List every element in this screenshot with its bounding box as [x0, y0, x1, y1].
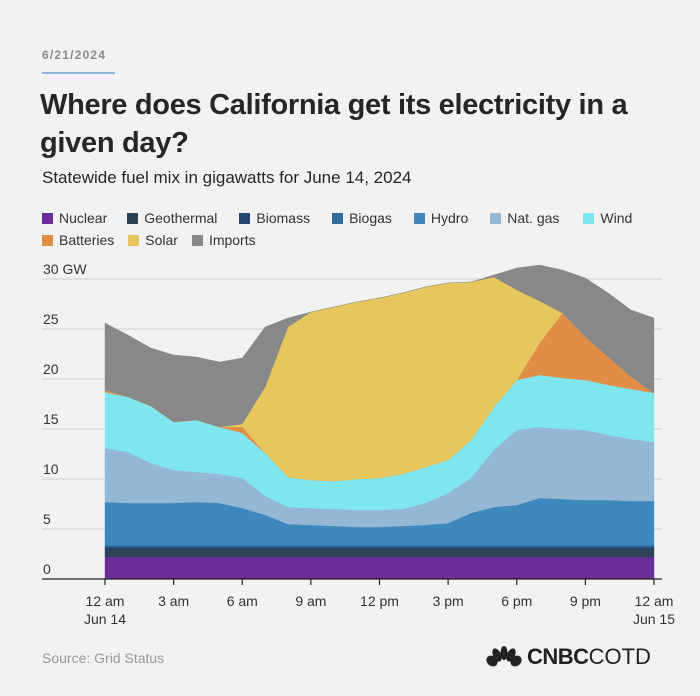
area-biomass	[104, 546, 655, 550]
legend-swatch	[127, 212, 139, 224]
legend-item: Wind	[583, 210, 632, 226]
y-tick-label: 10	[43, 461, 59, 477]
logo-cotd: COTD	[588, 644, 651, 669]
x-tick-label: 3 pm	[433, 593, 464, 609]
date-label: 6/21/2024	[42, 48, 107, 62]
x-tick-label: 9 pm	[570, 593, 601, 609]
y-tick-label: 0	[43, 561, 51, 577]
x-tick-label: 6 am	[227, 593, 258, 609]
y-tick-label: 5	[43, 511, 51, 527]
x-tick-sublabel: Jun 14	[84, 611, 126, 627]
x-tick-label: 6 pm	[501, 593, 532, 609]
legend-swatch	[239, 212, 251, 224]
legend-item: Batteries	[42, 232, 114, 248]
legend-swatch	[191, 234, 203, 246]
area-geothermal	[104, 548, 655, 558]
x-tick-label: 9 am	[295, 593, 326, 609]
cnbc-logo: CNBC COTD	[484, 644, 651, 670]
legend-label: Nat. gas	[507, 210, 560, 226]
y-tick-label: 25	[43, 311, 59, 327]
legend-label: Hydro	[430, 210, 469, 226]
legend-swatch	[128, 234, 140, 246]
legend-row: Batteries Solar Imports	[42, 229, 682, 251]
y-tick-label: 30 GW	[43, 261, 87, 277]
legend-swatch	[583, 212, 595, 224]
legend-label: Biogas	[349, 210, 392, 226]
chart-subtitle: Statewide fuel mix in gigawatts for June…	[42, 168, 412, 187]
legend-label: Imports	[208, 232, 256, 248]
area-biogas	[104, 544, 655, 548]
y-tick-label: 20	[43, 361, 59, 377]
legend-swatch	[490, 212, 502, 224]
chart-title: Where does California get its electricit…	[40, 89, 628, 159]
legend-swatch	[42, 234, 53, 246]
legend-label: Biomass	[256, 210, 311, 226]
legend: Nuclear Geothermal Biomass Biogas Hydro Nat. …	[42, 207, 682, 251]
legend-label: Solar	[145, 232, 178, 248]
legend-item: Nat. gas	[490, 210, 559, 226]
x-tick-label: 12 pm	[360, 593, 399, 609]
legend-item: Solar	[128, 232, 178, 248]
legend-item: Hydro	[413, 210, 469, 226]
x-tick-sublabel: Jun 15	[633, 611, 675, 627]
legend-label: Nuclear	[59, 210, 108, 226]
legend-label: Geothermal	[144, 210, 218, 226]
area-nuclear	[104, 556, 655, 580]
x-tick-label: 12 am	[635, 593, 674, 609]
legend-item: Imports	[191, 232, 256, 248]
legend-swatch	[413, 212, 425, 224]
y-tick-label: 15	[43, 411, 59, 427]
x-tick-label: 3 am	[158, 593, 189, 609]
area-imports	[104, 264, 655, 428]
logo-cnbc: CNBC	[527, 644, 589, 669]
date-underline	[42, 72, 115, 74]
legend-item: Geothermal	[127, 210, 217, 226]
legend-label: Wind	[600, 210, 633, 226]
legend-item: Biomass	[239, 210, 310, 226]
legend-item: Nuclear	[42, 210, 107, 226]
x-tick-label: 12 am	[86, 593, 125, 609]
legend-swatch	[42, 212, 53, 224]
legend-row: Nuclear Geothermal Biomass Biogas Hydro Nat. …	[42, 207, 682, 229]
peacock-icon	[486, 646, 522, 667]
source-note: Source: Grid Status	[42, 650, 165, 666]
legend-label: Batteries	[59, 232, 115, 248]
legend-item: Biogas	[332, 210, 392, 226]
legend-swatch	[332, 212, 344, 224]
